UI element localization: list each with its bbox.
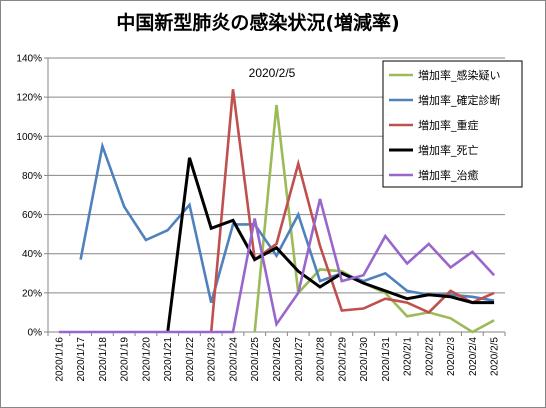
chart-title: 中国新型肺炎の感染状況(増減率) bbox=[116, 11, 399, 34]
series-line-5 bbox=[58, 198, 496, 334]
x-tick-label: 2020/1/16 bbox=[54, 337, 65, 382]
date-annotation: 2020/2/5 bbox=[249, 66, 296, 80]
x-tick-label: 2020/1/19 bbox=[120, 337, 131, 382]
series-lines bbox=[58, 89, 496, 334]
y-tick-label: 140% bbox=[16, 54, 42, 65]
x-tick-label: 2020/1/20 bbox=[141, 337, 152, 382]
x-tick-label: 2020/1/21 bbox=[163, 337, 174, 382]
legend-label: 増加率_感染疑い bbox=[418, 68, 501, 82]
y-tick-label: 80% bbox=[22, 171, 42, 182]
x-tick-label: 2020/1/31 bbox=[381, 337, 392, 382]
x-tick-label: 2020/1/30 bbox=[359, 337, 370, 382]
x-tick-label: 2020/1/23 bbox=[207, 337, 218, 382]
x-tick-label: 2020/2/3 bbox=[446, 337, 457, 376]
y-tick-label: 40% bbox=[22, 249, 42, 260]
y-tick-label: 0% bbox=[28, 328, 43, 339]
x-tick-label: 2020/2/4 bbox=[468, 337, 479, 376]
x-tick-label: 2020/1/22 bbox=[185, 337, 196, 382]
axes: 0% 20% 40% 60% 80% 100% 120% 140% 2020/1/16 2020/… bbox=[16, 54, 506, 382]
y-tick-label: 20% bbox=[22, 288, 42, 299]
x-tick-label: 2020/2/1 bbox=[403, 337, 414, 376]
x-tick-label: 2020/1/25 bbox=[250, 337, 261, 382]
x-tick-label: 2020/1/24 bbox=[228, 337, 239, 382]
x-tick-label: 2020/1/29 bbox=[337, 337, 348, 382]
x-tick-label: 2020/1/28 bbox=[316, 337, 327, 382]
y-tick-label: 60% bbox=[22, 210, 42, 221]
x-tick-label: 2020/1/27 bbox=[294, 337, 305, 382]
x-tick-label: 2020/2/2 bbox=[424, 337, 435, 376]
y-tick-label: 120% bbox=[16, 93, 42, 104]
x-tick-label: 2020/1/18 bbox=[98, 337, 109, 382]
legend-label: 増加率_重症 bbox=[418, 118, 479, 132]
x-tick-label: 2020/1/17 bbox=[76, 337, 87, 382]
y-tick-label: 100% bbox=[16, 132, 42, 143]
series-line-4 bbox=[166, 157, 495, 333]
legend-label: 増加率_治癒 bbox=[418, 168, 479, 182]
x-tick-label: 2020/2/5 bbox=[490, 337, 501, 376]
legend-label: 増加率_確定診断 bbox=[418, 93, 501, 107]
x-tick-label: 2020/1/26 bbox=[272, 337, 283, 382]
legend-label: 増加率_死亡 bbox=[418, 143, 479, 157]
